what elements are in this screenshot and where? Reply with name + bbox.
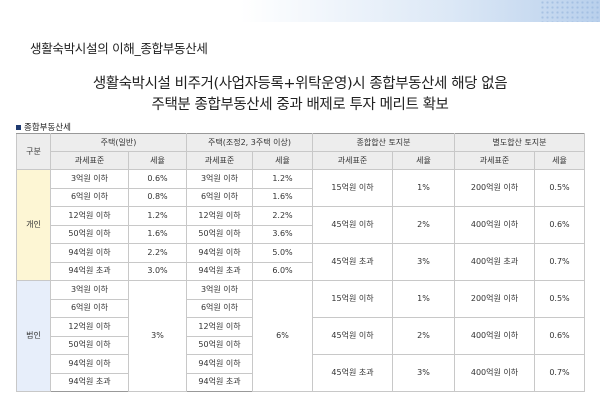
table-cell: 12억원 이하 <box>50 317 129 337</box>
table-cell: 6% <box>252 280 313 392</box>
table-cell: 94억원 이하 <box>50 243 129 263</box>
table-cell: 15억원 이하 <box>312 169 393 207</box>
table-row: 94억원 이하 94억원 이하 45억원 초과 3% 400억원 이하 0.7% <box>17 354 585 392</box>
table-cell: 45억원 초과 <box>312 354 393 392</box>
subheader-base: 과세표준 <box>50 151 129 170</box>
table-cell: 12억원 이하 <box>186 206 253 226</box>
page-title: 생활숙박시설의 이해_종합부동산세 <box>30 41 208 56</box>
table-cell: 5.0% <box>252 243 313 263</box>
table-row: 50억원 이하 1.6% 50억원 이하 3.6% <box>17 224 585 244</box>
table-cell: 1.2% <box>252 169 313 189</box>
table-cell: 1.6% <box>252 187 313 207</box>
header-house-multi: 주택(조정2, 3주택 이상) <box>186 133 313 152</box>
table-row: 개인 3억원 이하 0.6% 3억원 이하 1.2% 15억원 이하 1% 20… <box>16 169 585 281</box>
table-row: 94억원 초과 94억원 초과 <box>17 372 585 392</box>
top-banner-bar <box>0 0 600 22</box>
table-row: 12억원 이하 1.2% 12억원 이하 2.2% 45억원 이하 2% 400… <box>17 206 585 244</box>
table-cell: 200억원 이하 <box>454 169 535 207</box>
subheader-base: 과세표준 <box>454 151 535 170</box>
subheader-base: 과세표준 <box>186 151 253 170</box>
table-cell: 3억원 이하 <box>50 169 129 189</box>
subheader-rate: 세율 <box>252 151 313 170</box>
table-cell: 45억원 이하 <box>312 317 393 355</box>
table-cell: 94억원 이하 <box>50 354 129 374</box>
square-bullet-icon <box>16 124 21 130</box>
table-cell: 94억원 초과 <box>186 261 253 281</box>
table-row: 12억원 이하 12억원 이하 45억원 이하 2% 400억원 이하 0.6% <box>17 317 585 355</box>
table-cell: 94억원 초과 <box>186 372 253 392</box>
header-group: 구분 <box>16 133 51 170</box>
table-cell: 1.6% <box>128 224 187 244</box>
header-land-comprehensive: 종합합산 토지분 <box>312 133 455 152</box>
table-cell: 94억원 이하 <box>186 354 253 374</box>
table-row: 6억원 이하 0.8% 6억원 이하 1.6% <box>17 187 585 207</box>
table-cell: 15억원 이하 <box>312 280 393 318</box>
table-cell: 50억원 이하 <box>50 224 129 244</box>
table-cell: 3% <box>392 354 455 392</box>
table-cell: 0.8% <box>128 187 187 207</box>
table-cell: 2.2% <box>128 243 187 263</box>
section-label: 종합부동산세 <box>16 121 71 133</box>
table-cell: 6.0% <box>252 261 313 281</box>
table-cell: 2.2% <box>252 206 313 226</box>
header-house-general: 주택(일반) <box>50 133 187 152</box>
table-cell: 50억원 이하 <box>186 335 253 355</box>
table-row: 50억원 이하 50억원 이하 <box>17 335 585 355</box>
subheader-rate: 세율 <box>128 151 187 170</box>
section-label-text: 종합부동산세 <box>24 123 71 133</box>
table-row: 94억원 초과 3.0% 94억원 초과 6.0% <box>17 261 585 281</box>
table-cell: 0.7% <box>534 354 585 392</box>
table-cell: 3억원 이하 <box>50 280 129 300</box>
subheader-rate: 세율 <box>392 151 455 170</box>
table-cell: 6억원 이하 <box>186 187 253 207</box>
table-cell: 94억원 초과 <box>50 372 129 392</box>
table-cell: 50억원 이하 <box>186 224 253 244</box>
table-cell: 400억원 초과 <box>454 243 535 281</box>
table-cell: 3억원 이하 <box>186 280 253 300</box>
table-cell: 94억원 이하 <box>186 243 253 263</box>
table-cell: 50억원 이하 <box>50 335 129 355</box>
subheader-base: 과세표준 <box>312 151 393 170</box>
table-cell: 3억원 이하 <box>186 169 253 189</box>
table-cell: 6억원 이하 <box>50 187 129 207</box>
table-cell: 3.6% <box>252 224 313 244</box>
table-cell: 45억원 이하 <box>312 206 393 244</box>
table-cell: 1% <box>392 280 455 318</box>
table-cell: 1.2% <box>128 206 187 226</box>
headline-line-2: 주택분 종합부동산세 중과 배제로 투자 메리트 확보 <box>151 97 449 113</box>
table-row: 94억원 이하 2.2% 94억원 이하 5.0% 45억원 초과 3% 400… <box>17 243 585 281</box>
table-cell: 0.6% <box>534 206 585 244</box>
tax-rate-table: 구분 주택(일반) 주택(조정2, 3주택 이상) 종합합산 토지분 별도합산 … <box>16 133 585 392</box>
individual-group: 개인 3억원 이하 0.6% 3억원 이하 1.2% 15억원 이하 1% 20… <box>16 169 585 281</box>
table-cell: 0.6% <box>534 317 585 355</box>
table-cell: 0.5% <box>534 169 585 207</box>
table-cell: 2% <box>392 317 455 355</box>
banner-dot-pattern <box>540 0 600 22</box>
table-cell: 94억원 초과 <box>50 261 129 281</box>
table-cell: 2% <box>392 206 455 244</box>
table-cell: 12억원 이하 <box>186 317 253 337</box>
subheader-rate: 세율 <box>534 151 585 170</box>
table-cell: 45억원 초과 <box>312 243 393 281</box>
headline-line-1: 생활숙박시설 비주거(사업자등록+위탁운영)시 종합부동산세 해당 없음 <box>92 76 508 92</box>
table-row: 법인 3억원 이하 3% 3억원 이하 6% 15억원 이하 1% 200억원 … <box>16 280 585 392</box>
group-label-corporate: 법인 <box>16 280 51 392</box>
table-cell: 3% <box>392 243 455 281</box>
table-cell: 0.5% <box>534 280 585 318</box>
table-cell: 0.6% <box>128 169 187 189</box>
table-cell: 6억원 이하 <box>186 298 253 318</box>
table-cell: 3.0% <box>128 261 187 281</box>
table-cell: 200억원 이하 <box>454 280 535 318</box>
table-cell: 12억원 이하 <box>50 206 129 226</box>
table-cell: 400억원 이하 <box>454 317 535 355</box>
table-cell: 0.7% <box>534 243 585 281</box>
group-label-individual: 개인 <box>16 169 51 281</box>
table-cell: 1% <box>392 169 455 207</box>
table-cell: 3% <box>128 280 187 392</box>
corporate-group: 법인 3억원 이하 3% 3억원 이하 6% 15억원 이하 1% 200억원 … <box>16 280 585 392</box>
header-land-separate: 별도합산 토지분 <box>454 133 585 152</box>
table-cell: 400억원 이하 <box>454 206 535 244</box>
table-cell: 6억원 이하 <box>50 298 129 318</box>
table-cell: 400억원 이하 <box>454 354 535 392</box>
